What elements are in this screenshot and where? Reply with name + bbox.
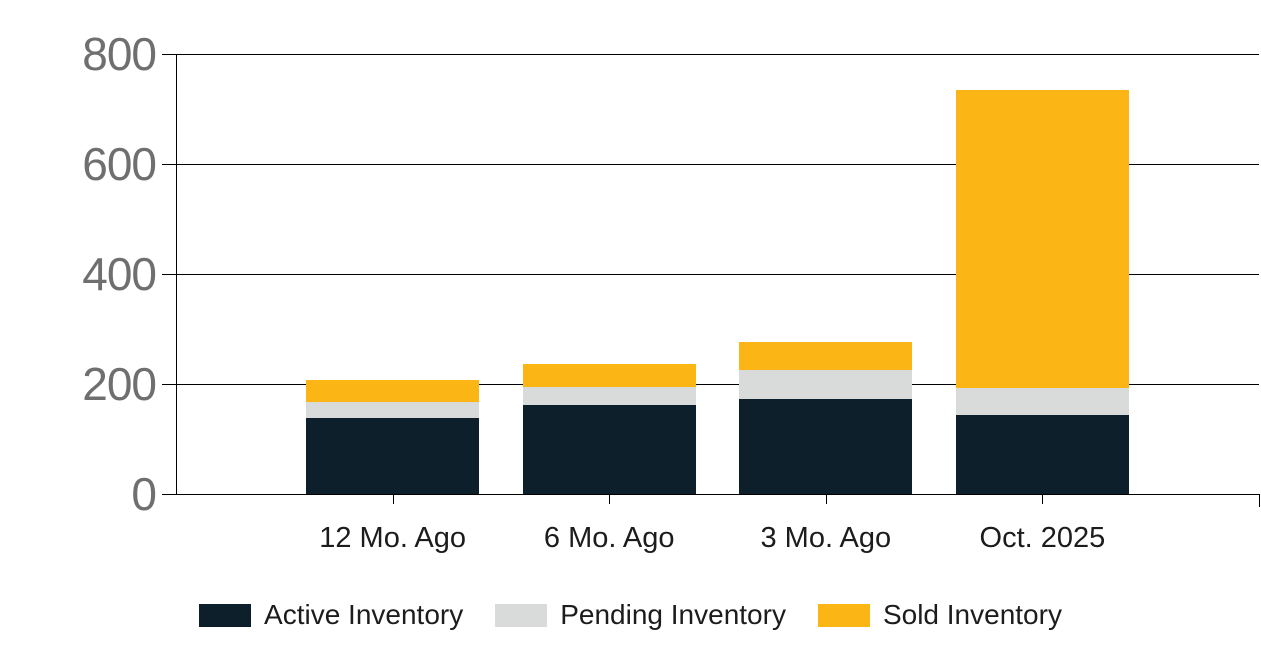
bar-segment-pending-inventory-1 (305, 401, 480, 418)
legend-swatch-sold-inventory (817, 603, 870, 627)
x-axis-baseline (162, 494, 1259, 495)
x-tick-1 (392, 494, 394, 504)
bar-segment-active-inventory-1 (305, 417, 480, 494)
gridline-800 (162, 54, 1259, 55)
bar-group-3 (739, 342, 913, 494)
bar-segment-pending-inventory-4 (955, 388, 1130, 415)
legend-swatch-pending-inventory (495, 603, 548, 627)
bar-segment-sold-inventory-2 (522, 363, 696, 388)
x-tick-label-2: 6 Mo. Ago (543, 522, 675, 554)
bar-segment-sold-inventory-4 (955, 89, 1130, 389)
legend-label-active-inventory: Active Inventory (264, 599, 464, 630)
y-tick-label-800: 800 (82, 28, 157, 80)
x-axis-end-tick (1259, 494, 1260, 507)
gridline-200 (162, 384, 1259, 385)
bar-group-1 (305, 380, 480, 494)
chart-legend: Active Inventory Pending Inventory Sold In… (0, 599, 1261, 631)
bar-segment-pending-inventory-3 (739, 370, 913, 399)
gridline-400 (162, 274, 1259, 275)
x-tick-2 (609, 494, 611, 504)
chart-plot-area (162, 54, 1260, 507)
legend-swatch-active-inventory (199, 603, 252, 627)
y-tick-label-600: 600 (82, 138, 157, 190)
bar-segment-active-inventory-3 (739, 398, 913, 494)
legend-item-sold-inventory: Sold Inventory (817, 599, 1062, 631)
bar-segment-active-inventory-4 (955, 414, 1130, 494)
bar-segment-sold-inventory-1 (305, 380, 480, 402)
y-tick-label-200: 200 (82, 358, 157, 410)
legend-item-active-inventory: Active Inventory (199, 599, 463, 631)
legend-label-sold-inventory: Sold Inventory (882, 599, 1062, 630)
bar-group-4 (955, 89, 1130, 494)
y-tick-label-400: 400 (82, 248, 157, 300)
x-tick-label-4: Oct. 2025 (979, 522, 1106, 554)
legend-label-pending-inventory: Pending Inventory (560, 599, 786, 630)
x-tick-label-1: 12 Mo. Ago (319, 522, 466, 554)
bar-group-2 (522, 363, 696, 494)
bar-segment-sold-inventory-3 (739, 342, 913, 371)
bar-segment-pending-inventory-2 (522, 387, 696, 406)
x-tick-3 (825, 494, 827, 504)
x-tick-4 (1042, 494, 1044, 504)
legend-item-pending-inventory: Pending Inventory (495, 599, 786, 631)
gridline-600 (162, 164, 1259, 165)
x-tick-label-3: 3 Mo. Ago (760, 522, 892, 554)
y-tick-label-0: 0 (131, 468, 157, 520)
bar-segment-active-inventory-2 (522, 405, 696, 494)
